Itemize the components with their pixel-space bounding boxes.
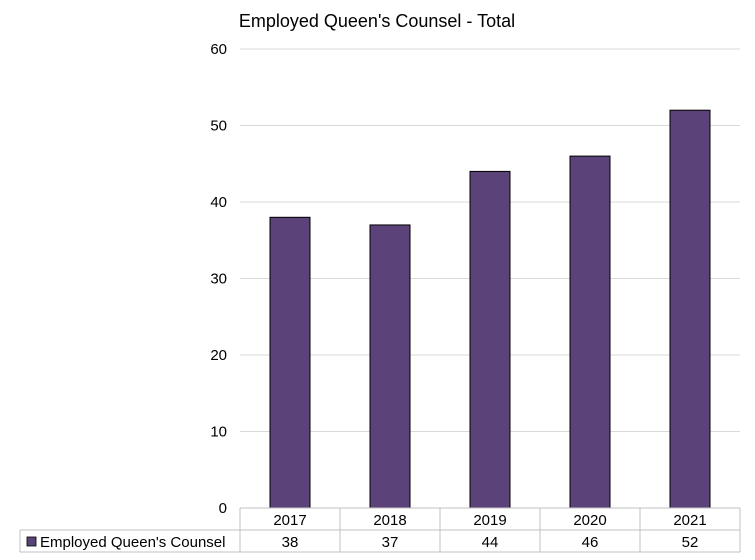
bar xyxy=(469,170,511,509)
bar xyxy=(369,224,411,509)
data-label: 38 xyxy=(282,534,299,551)
data-label: 44 xyxy=(482,534,499,551)
data-label: 37 xyxy=(382,534,399,551)
bar xyxy=(269,216,311,509)
data-label: 52 xyxy=(682,534,699,551)
legend-swatch xyxy=(26,536,37,547)
y-tick-label: 50 xyxy=(210,118,227,135)
x-tick-label: 2020 xyxy=(573,512,606,529)
legend-label: Employed Queen's Counsel xyxy=(40,534,225,551)
y-tick-label: 20 xyxy=(210,347,227,364)
data-label: 46 xyxy=(582,534,599,551)
chart-title: Employed Queen's Counsel - Total xyxy=(239,11,515,31)
bar xyxy=(569,155,611,509)
y-tick-label: 60 xyxy=(210,41,227,58)
y-tick-label: 30 xyxy=(210,271,227,288)
y-tick-label: 0 xyxy=(219,500,227,517)
x-tick-label: 2021 xyxy=(673,512,706,529)
y-tick-label: 40 xyxy=(210,194,227,211)
x-tick-label: 2017 xyxy=(273,512,306,529)
x-tick-label: 2019 xyxy=(473,512,506,529)
bars xyxy=(269,109,711,509)
y-axis-ticks: 0 10 20 30 40 50 60 xyxy=(210,41,227,517)
bar xyxy=(669,109,711,509)
x-tick-label: 2018 xyxy=(373,512,406,529)
y-tick-label: 10 xyxy=(210,424,227,441)
data-table: 2017 38 2018 37 2019 44 2020 46 2021 52 Employed Q… xyxy=(19,507,741,553)
